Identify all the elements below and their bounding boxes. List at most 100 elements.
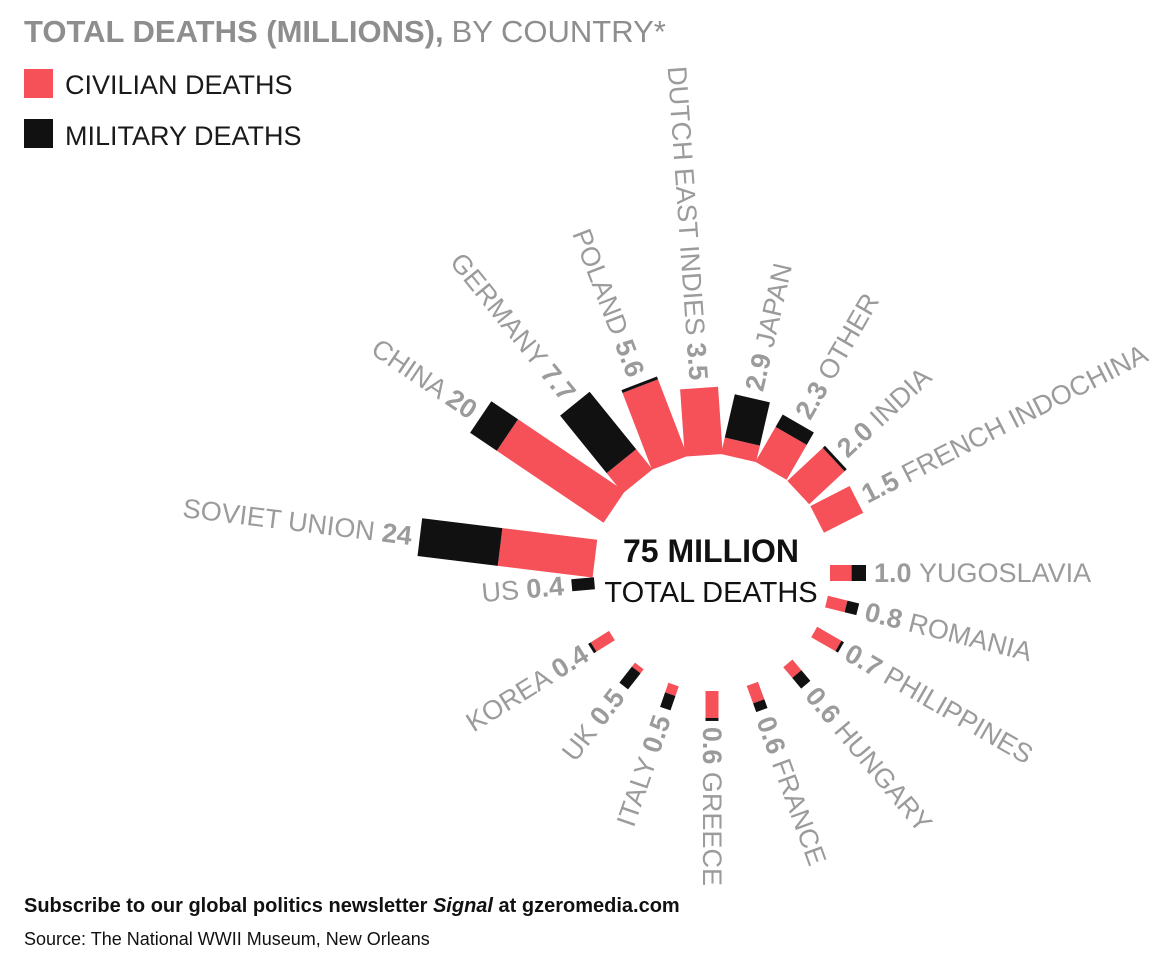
bar-civilian-yugoslavia (830, 565, 852, 581)
bar-other (755, 414, 814, 480)
bar-civilian-uk (631, 662, 644, 674)
bar-india (787, 445, 847, 505)
bar-civilian-french-indochina (810, 486, 864, 533)
label-china: CHINA 20 (366, 333, 482, 425)
label-name-yugoslavia: YUGOSLAVIA (919, 558, 1091, 588)
bar-civilian-romania (825, 595, 848, 613)
bar-philippines (811, 626, 845, 653)
bar-dutch-east-indies (680, 386, 723, 457)
center-value: 75 MILLION (623, 533, 799, 569)
bar-military-yugoslavia (851, 565, 866, 581)
label-poland: POLAND 5.6 (566, 225, 650, 381)
label-name-korea: KOREA (461, 659, 562, 738)
bar-military-philippines (835, 640, 845, 653)
label-italy: ITALY 0.5 (611, 711, 677, 830)
bar-greece (705, 691, 719, 721)
label-name-philippines: PHILIPPINES (879, 661, 1038, 770)
bar-military-poland (621, 376, 659, 393)
bar-civilian-india (787, 447, 845, 505)
label-uk: UK 0.5 (556, 683, 630, 767)
bar-civilian-korea (590, 630, 615, 652)
bar-military-greece (705, 717, 719, 721)
label-name-japan: JAPAN (750, 260, 798, 350)
bar-military-other (775, 414, 814, 445)
label-value-soviet-union: 24 (380, 518, 413, 551)
bar-germany (560, 391, 653, 494)
bar-civilian-france (746, 681, 765, 704)
label-name-romania: ROMANIA (906, 608, 1036, 668)
label-greece: 0.6 GREECE (697, 727, 727, 886)
legend-label-military: MILITARY DEATHS (65, 121, 302, 151)
label-value-dutch-east-indies: 3.5 (681, 342, 714, 382)
bar-korea (588, 630, 615, 654)
bar-military-korea (588, 642, 597, 654)
bar-civilian-soviet-union (497, 528, 598, 578)
label-korea: KOREA 0.4 (461, 639, 594, 738)
label-value-japan: 2.9 (740, 343, 779, 394)
bar-military-italy (660, 692, 676, 711)
bar-soviet-union (417, 518, 598, 578)
label-germany: GERMANY 7.7 (444, 247, 581, 407)
bar-military-france (753, 699, 768, 713)
bar-france (746, 681, 768, 713)
label-value-italy: 0.5 (636, 711, 677, 756)
label-name-soviet-union: SOVIET UNION (181, 493, 384, 547)
label-name-china: CHINA (366, 333, 457, 408)
footer-source: Source: The National WWII Museum, New Or… (24, 929, 430, 949)
bar-military-us (571, 577, 595, 592)
bar-civilian-philippines (811, 626, 842, 652)
chart-title: TOTAL DEATHS (MILLIONS), BY COUNTRY* (24, 14, 666, 49)
bar-military-india (822, 445, 847, 472)
label-yugoslavia: 1.0 YUGOSLAVIA (874, 558, 1091, 588)
label-india: 2.0 INDIA (831, 362, 937, 464)
label-dutch-east-indies: DUTCH EAST INDIES 3.5 (662, 65, 714, 381)
bar-french-indochina (810, 486, 864, 533)
bar-poland (621, 376, 688, 470)
bar-us (571, 577, 595, 592)
bars-group (417, 376, 866, 721)
footer-subscribe: Subscribe to our global politics newslet… (24, 895, 680, 917)
bar-italy (660, 682, 679, 711)
bar-civilian-dutch-east-indies (680, 386, 723, 457)
bar-civilian-china (496, 419, 625, 523)
bar-military-china (470, 401, 519, 451)
bar-civilian-poland (622, 379, 688, 470)
bar-japan (721, 394, 770, 463)
bar-military-uk (619, 666, 641, 690)
label-name-dutch-east-indies: DUTCH EAST INDIES (662, 65, 711, 343)
label-name-us: US (480, 574, 527, 608)
label-name-germany: GERMANY (444, 247, 558, 377)
bar-civilian-greece (705, 691, 719, 718)
bar-military-romania (844, 600, 860, 616)
label-name-poland: POLAND (566, 225, 636, 346)
bar-civilian-germany (606, 449, 653, 494)
label-japan: 2.9 JAPAN (740, 260, 798, 393)
bar-military-germany (560, 391, 637, 474)
legend-label-civilian: CIVILIAN DEATHS (65, 70, 293, 100)
label-name-hungary: HUNGARY (828, 716, 937, 838)
label-name-italy: ITALY (611, 747, 665, 831)
bar-uk (619, 662, 644, 690)
label-name-other: OTHER (812, 288, 885, 385)
label-value-romania: 0.8 (862, 597, 913, 637)
label-name-india: INDIA (864, 362, 937, 433)
bar-hungary (783, 659, 811, 689)
bar-civilian-japan (721, 437, 760, 463)
label-name-french-indochina: FRENCH INDOCHINA (897, 339, 1153, 489)
label-value-yugoslavia: 1.0 (874, 558, 919, 588)
label-value-us: 0.4 (525, 571, 565, 604)
bar-military-soviet-union (417, 518, 503, 566)
bar-yugoslavia (830, 565, 866, 581)
label-france: 0.6 FRANCE (751, 712, 833, 869)
bar-civilian-hungary (783, 659, 802, 678)
label-name-greece: GREECE (697, 772, 727, 886)
label-soviet-union: SOVIET UNION 24 (181, 493, 414, 551)
bar-civilian-italy (665, 682, 679, 696)
legend-swatch-civilian (24, 69, 53, 98)
bar-military-japan (724, 394, 770, 446)
center-label: TOTAL DEATHS (604, 577, 817, 609)
label-name-france: FRANCE (766, 755, 832, 870)
label-french-indochina: 1.5 FRENCH INDOCHINA (857, 339, 1153, 509)
